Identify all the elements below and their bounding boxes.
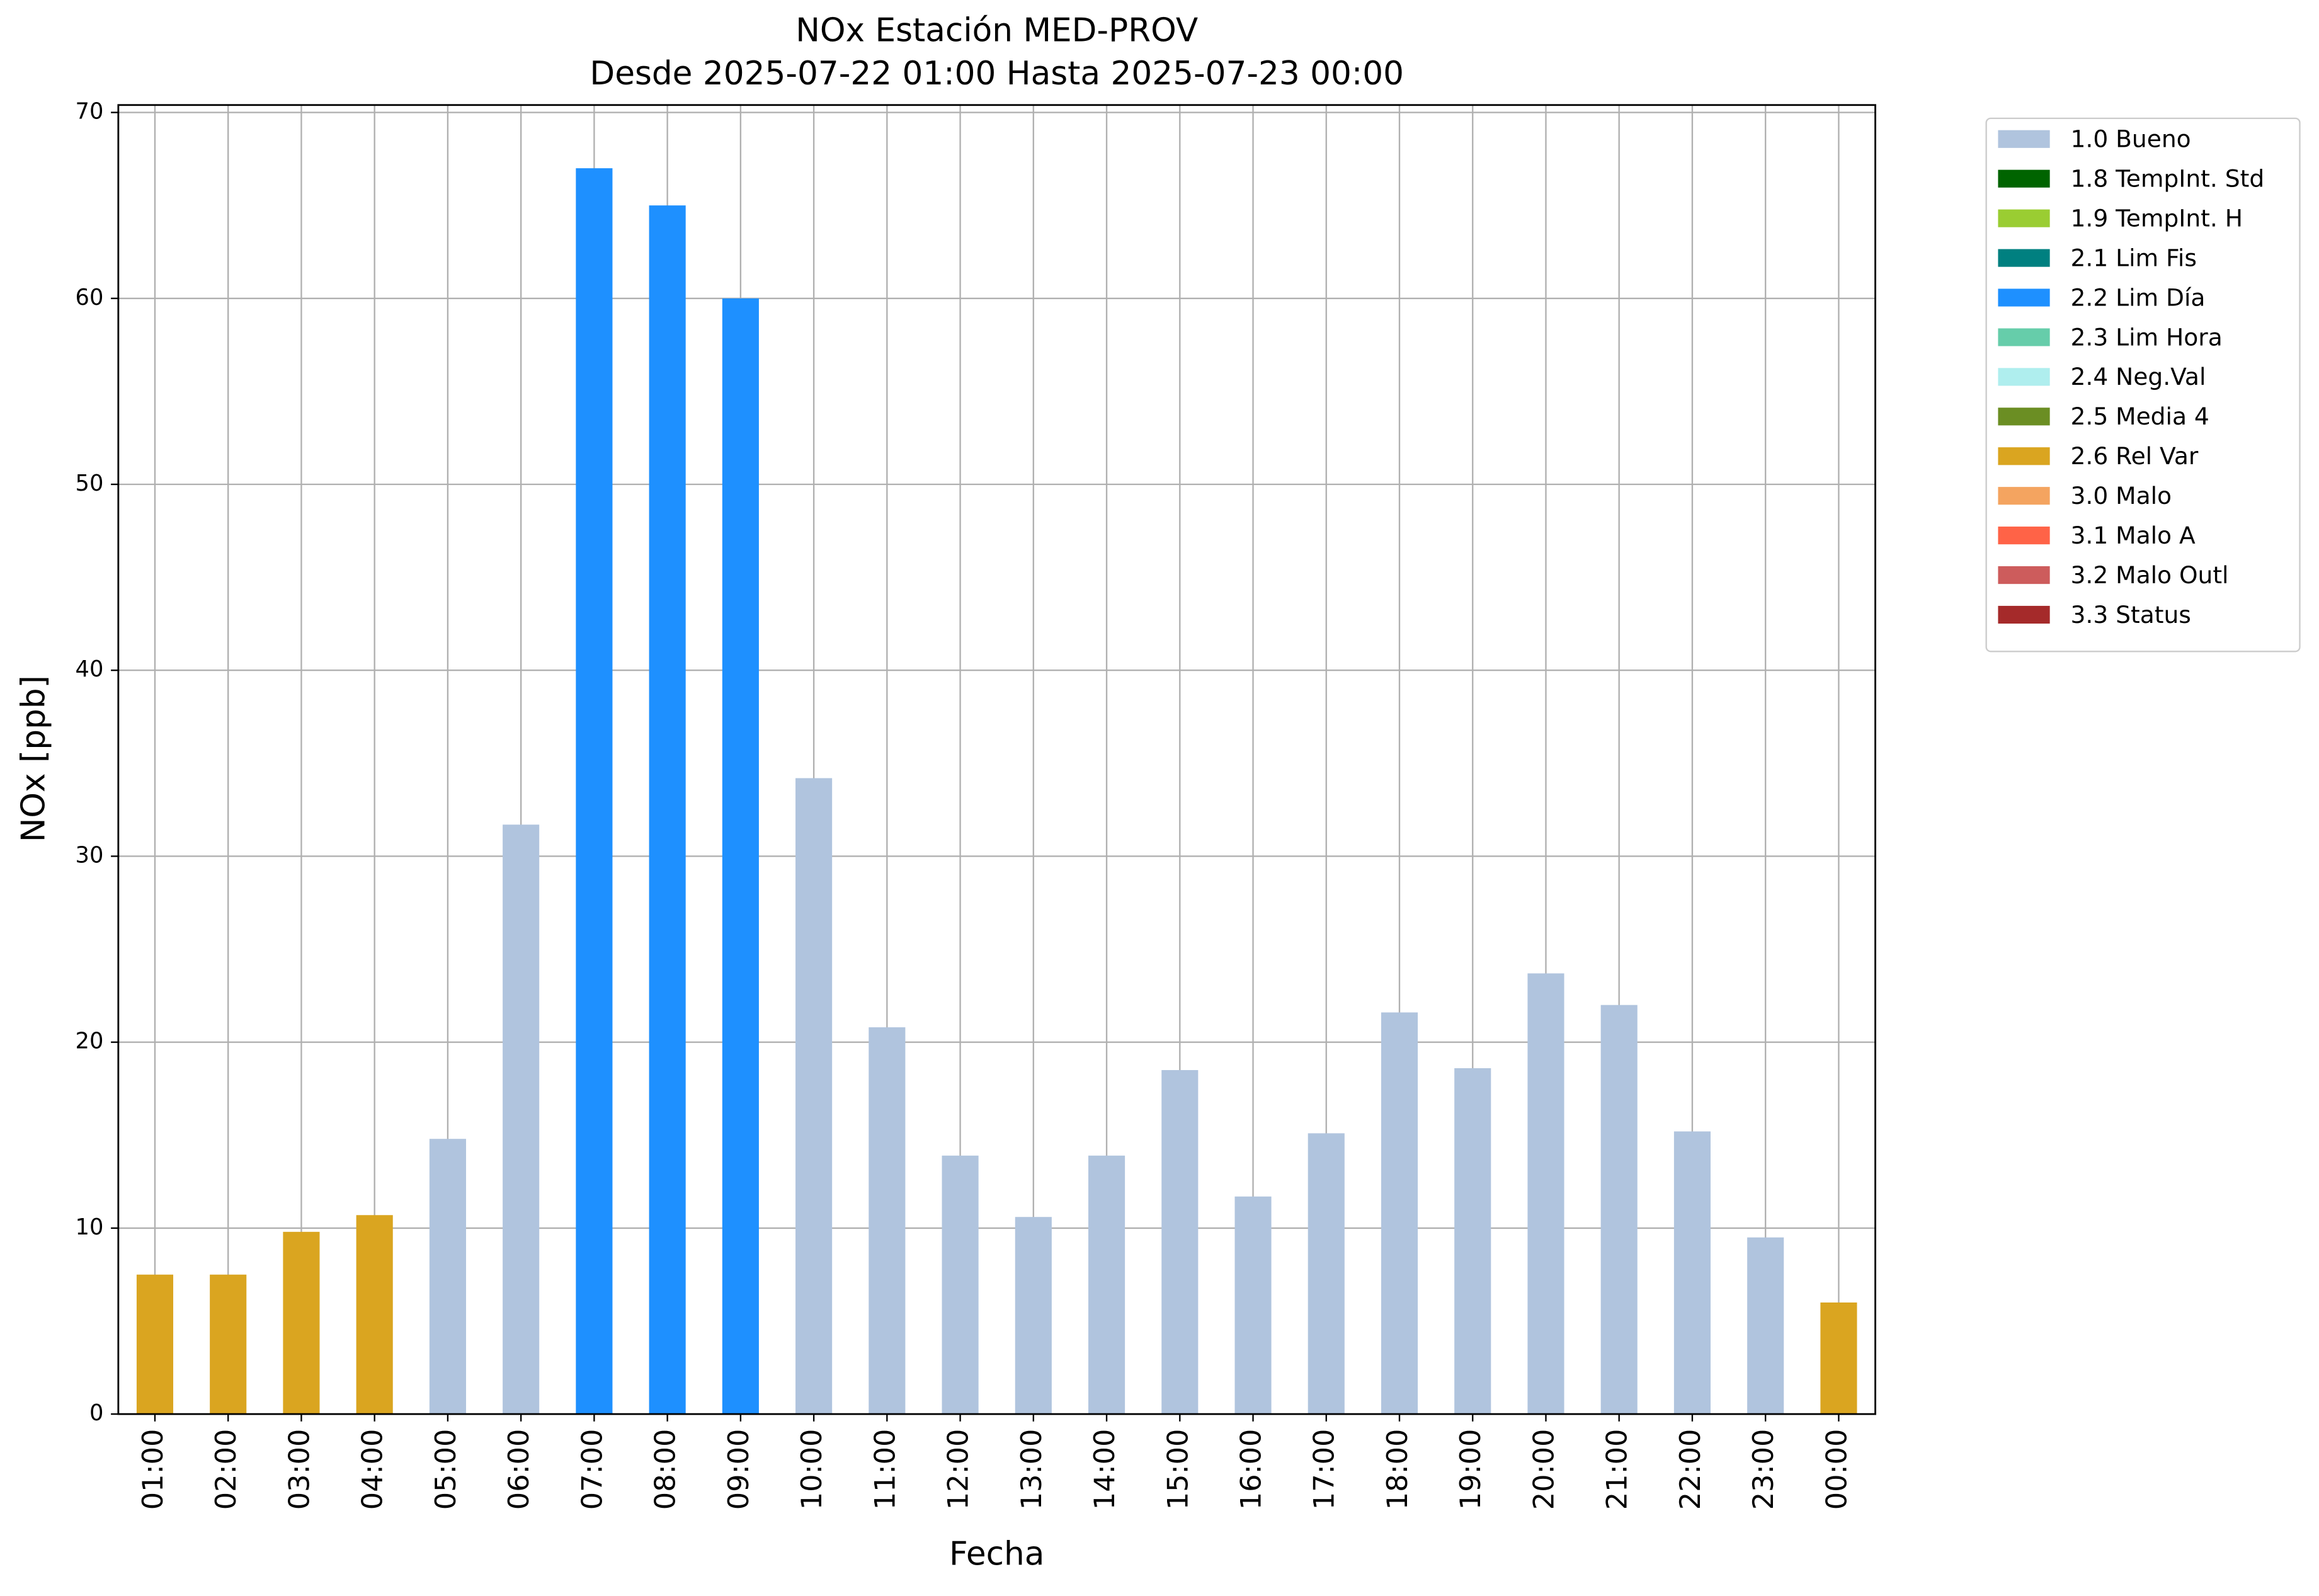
y-tick-label: 40 [76,656,104,682]
x-tick-label: 01:00 [137,1429,169,1510]
bar [576,168,613,1415]
legend-swatch [1998,209,2050,227]
bar [1527,973,1564,1415]
legend-label: 1.8 TempInt. Std [2071,165,2265,193]
legend-label: 3.3 Status [2071,601,2191,629]
bar [649,205,686,1415]
bar [1088,1155,1125,1415]
legend-label: 2.4 Neg.Val [2071,363,2206,390]
x-tick-label: 12:00 [942,1429,975,1510]
y-axis-label: NOx [ppb] [14,675,52,842]
bar [1308,1133,1345,1415]
legend-swatch [1998,447,2050,465]
bar [1381,1012,1418,1415]
legend-label: 3.2 Malo Outl [2071,561,2229,589]
legend-label: 2.2 Lim Día [2071,283,2206,311]
x-axis-label: Fecha [949,1536,1044,1573]
bar [1747,1237,1784,1415]
x-tick-label: 17:00 [1308,1429,1341,1510]
legend-box [1985,117,2301,653]
bar [1820,1302,1857,1415]
legend-label: 3.0 Malo [2071,482,2172,510]
y-tick-label: 70 [76,99,104,125]
y-tick-label: 0 [89,1400,103,1426]
legend-swatch [1998,605,2050,624]
x-tick-label: 15:00 [1161,1429,1194,1510]
bar [136,1274,174,1415]
bar [429,1139,466,1415]
bar [283,1231,320,1415]
y-tick-label: 30 [76,842,104,868]
x-tick-label: 23:00 [1747,1429,1780,1510]
x-tick-label: 02:00 [210,1429,242,1510]
x-tick-label: 09:00 [722,1429,755,1510]
bar [503,824,540,1415]
legend-swatch [1998,408,2050,426]
bar [1600,1005,1638,1415]
x-tick-label: 21:00 [1601,1429,1634,1510]
legend-swatch [1998,288,2050,307]
x-tick-label: 19:00 [1454,1429,1487,1510]
x-tick-label: 13:00 [1015,1429,1048,1510]
legend-label: 2.1 Lim Fis [2071,244,2197,271]
bar [356,1215,393,1415]
legend-label: 1.9 TempInt. H [2071,204,2243,232]
x-tick-label: 08:00 [649,1429,682,1510]
y-tick-label: 10 [76,1214,104,1240]
x-tick-label: 05:00 [430,1429,462,1510]
legend-swatch [1998,368,2050,386]
bar [1454,1068,1491,1415]
legend-label: 2.3 Lim Hora [2071,323,2223,351]
chart-title: NOx Estación MED-PROV [795,12,1198,50]
x-tick-label: 16:00 [1235,1429,1268,1510]
y-tick-label: 50 [76,470,104,496]
bar [1234,1196,1272,1415]
x-tick-label: 03:00 [283,1429,316,1510]
x-tick-label: 06:00 [503,1429,535,1510]
legend-label: 3.1 Malo A [2071,522,2196,549]
bar [1015,1217,1052,1415]
chart-subtitle: Desde 2025-07-22 01:00 Hasta 2025-07-23 … [590,55,1404,93]
bar [1161,1069,1199,1415]
legend-swatch [1998,328,2050,346]
x-tick-label: 00:00 [1820,1429,1853,1510]
legend-swatch [1998,169,2050,188]
bar [210,1274,247,1415]
x-tick-label: 22:00 [1674,1429,1707,1510]
legend-swatch [1998,527,2050,545]
x-tick-label: 14:00 [1088,1429,1121,1510]
x-tick-label: 18:00 [1381,1429,1414,1510]
x-tick-label: 04:00 [356,1429,389,1510]
y-tick-label: 20 [76,1029,104,1054]
legend-label: 2.5 Media 4 [2071,402,2209,430]
legend-swatch [1998,487,2050,505]
x-tick-label: 20:00 [1527,1429,1560,1510]
bar [1673,1131,1711,1415]
bar [942,1155,979,1415]
x-tick-label: 07:00 [576,1429,608,1510]
x-tick-label: 10:00 [795,1429,828,1510]
legend-swatch [1998,566,2050,584]
legend-swatch [1998,130,2050,148]
legend-swatch [1998,249,2050,267]
bar [722,298,759,1415]
legend-label: 1.0 Bueno [2071,125,2191,153]
bar [869,1027,906,1415]
plot-frame [117,104,1876,1415]
legend-label: 2.6 Rel Var [2071,442,2199,470]
bar [795,778,833,1415]
x-tick-label: 11:00 [869,1429,901,1510]
y-tick-label: 60 [76,285,104,311]
